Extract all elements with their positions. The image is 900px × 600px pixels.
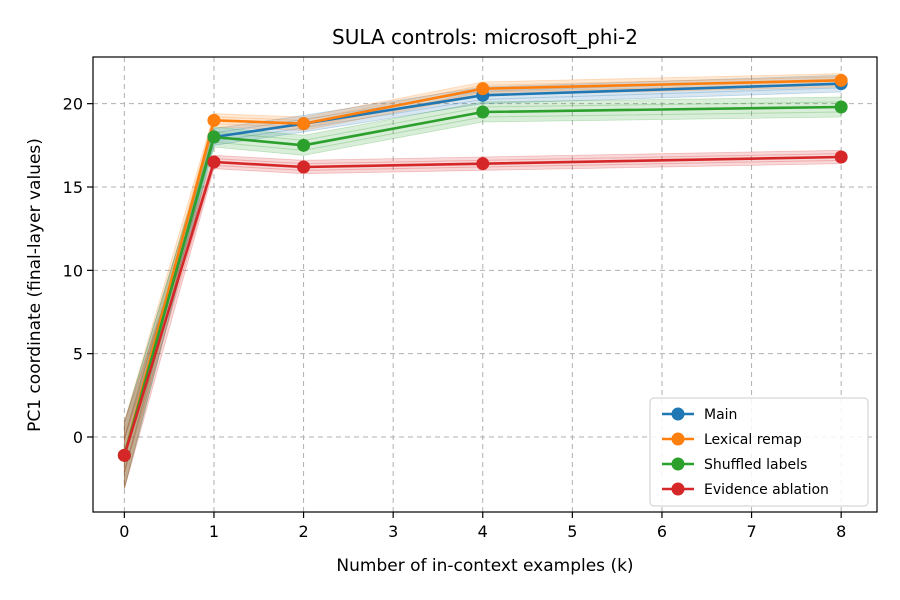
legend-marker-shuffled-labels (671, 457, 685, 471)
legend-label-lexical-remap: Lexical remap (704, 432, 802, 448)
x-tick-label: 7 (746, 522, 756, 541)
point-shuffled-labels (476, 105, 490, 119)
chart-title: SULA controls: microsoft_phi-2 (332, 25, 638, 49)
y-tick-label: 20 (63, 95, 83, 114)
grid (93, 57, 877, 512)
point-evidence-ablation (476, 157, 490, 171)
x-tick-label: 0 (119, 522, 129, 541)
point-shuffled-labels (297, 138, 311, 152)
legend-box (649, 397, 869, 507)
x-tick-label: 6 (657, 522, 667, 541)
y-tick-label: 5 (73, 345, 83, 364)
point-evidence-ablation (207, 155, 221, 169)
point-lexical-remap (476, 82, 490, 96)
point-shuffled-labels (834, 100, 848, 114)
legend-marker-lexical-remap (671, 432, 685, 446)
point-shuffled-labels (207, 130, 221, 144)
plot-frame (92, 56, 878, 513)
y-tick-label: 10 (63, 261, 83, 280)
point-lexical-remap (207, 113, 221, 127)
x-tick-label: 1 (209, 522, 219, 541)
legend: Main Lexical remap Shuffled labels Evidence… (649, 397, 869, 507)
x-tick-label: 8 (836, 522, 846, 541)
point-lexical-remap (297, 117, 311, 131)
y-tick-label: 0 (73, 428, 83, 447)
x-axis-label: Number of in-context examples (k) (336, 556, 633, 576)
axis-ticks: 0 1 2 3 4 5 6 7 8 0 5 10 15 20 (63, 95, 847, 541)
x-tick-label: 2 (298, 522, 308, 541)
point-evidence-ablation (834, 150, 848, 164)
point-lexical-remap (834, 73, 848, 87)
band-evidence-ablation (123, 149, 842, 489)
x-tick-label: 3 (388, 522, 398, 541)
legend-marker-evidence-ablation (671, 482, 685, 496)
x-tick-label: 5 (567, 522, 577, 541)
legend-label-main: Main (704, 407, 737, 423)
y-axis-label: PC1 coordinate (final-layer values) (25, 138, 45, 432)
series-points (117, 73, 848, 462)
point-evidence-ablation (297, 160, 311, 174)
x-tick-label: 4 (478, 522, 488, 541)
legend-label-evidence-ablation: Evidence ablation (704, 482, 829, 498)
y-tick-label: 15 (63, 178, 83, 197)
legend-label-shuffled-labels: Shuffled labels (704, 457, 807, 473)
point-evidence-ablation (117, 448, 131, 462)
legend-marker-main (671, 407, 685, 421)
